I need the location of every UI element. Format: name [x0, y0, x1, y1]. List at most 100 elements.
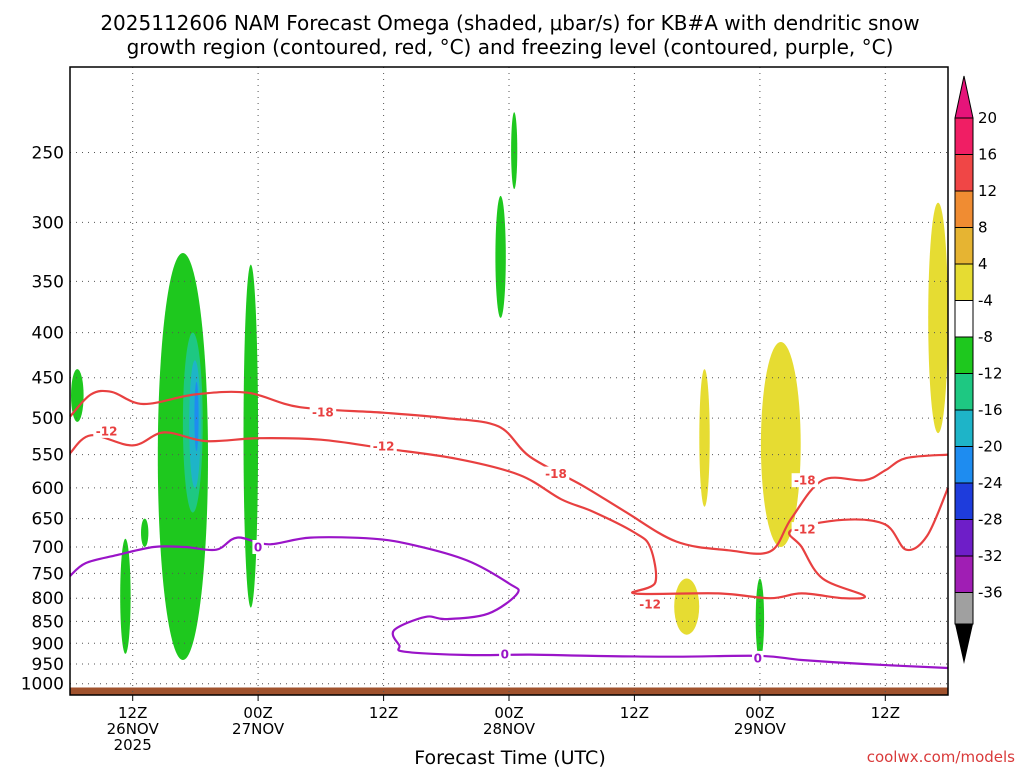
- contour-label-bg-12-1-3: [791, 522, 819, 537]
- y-tick-label-250: 250: [32, 144, 64, 164]
- omega-region-8-9: [511, 112, 518, 189]
- x-axis-title: Forecast Time (UTC): [414, 747, 605, 768]
- contour-label-bg-0-2-0: [252, 540, 264, 554]
- omega-region-8-2: [141, 518, 149, 547]
- colorbar-label-12: -12: [978, 365, 1003, 383]
- omega-region-8-7: [243, 264, 259, 608]
- x-tick-label-h6-0: 12Z: [118, 704, 147, 722]
- contour-line-0-2: [69, 536, 949, 670]
- colorbar-swatch-28: [954, 519, 974, 557]
- contour-label-bg-18-0-2: [791, 473, 819, 488]
- y-tick-label-650: 650: [32, 510, 64, 530]
- y-tick-label-350: 350: [32, 272, 64, 292]
- colorbar-label-16: 16: [978, 146, 997, 164]
- y-tick-label-400: 400: [32, 324, 64, 344]
- omega-region-4-14: [928, 202, 948, 434]
- x-tick-label-h6-1: 26NOV: [107, 720, 160, 738]
- colorbar-swatch-12: [954, 190, 974, 228]
- y-tick-label-300: 300: [32, 213, 64, 233]
- x-tick-label-h30-0: 12Z: [369, 704, 398, 722]
- colorbar-swatch-20: [954, 446, 974, 484]
- chart-title-line2: growth region (contoured, red, °C) and f…: [127, 35, 894, 59]
- x-tick-label-h18-0: 00Z: [243, 704, 272, 722]
- y-tick-label-800: 800: [32, 589, 64, 609]
- colorbar-swatch-8: [954, 227, 974, 265]
- colorbar-bottom-arrow: [955, 624, 973, 664]
- contour-label-bg-0-2-1: [499, 646, 511, 661]
- y-tick-label-950: 950: [32, 655, 64, 675]
- x-tick-label-h54-0: 12Z: [620, 704, 649, 722]
- x-tick-label-h18-1: 27NOV: [232, 720, 285, 738]
- contour-label-0-2-1: 0: [501, 647, 509, 661]
- colorbar-top-arrow: [954, 75, 974, 119]
- colorbar-swatch-8: [954, 336, 974, 374]
- colorbar-label-20: -20: [978, 438, 1003, 456]
- omega-region-4-13: [760, 342, 801, 547]
- colorbar-label-12: 12: [978, 182, 997, 200]
- colorbar-label-4: -4: [978, 292, 993, 310]
- y-tick-label-900: 900: [32, 634, 64, 654]
- y-tick-label-450: 450: [32, 369, 64, 389]
- y-tick-label-600: 600: [32, 479, 64, 499]
- contour-label-bg-12-1-1: [370, 439, 397, 454]
- contour-label-12-1-3: -12: [794, 523, 816, 537]
- contour-label-bg-12-1-0: [93, 423, 120, 438]
- colorbar-label-32: -32: [978, 547, 1003, 565]
- colorbar-label-4: 4: [978, 255, 988, 273]
- colorbar: 20 16 12 8 4 -4 -8 -12 -16 -20 -24 -28 -32 -36: [954, 75, 1003, 664]
- y-tick-label-1000: 1000: [21, 675, 64, 695]
- omega-region-8-0: [71, 369, 84, 422]
- colorbar-swatch-20: [954, 117, 974, 155]
- colorbar-label-36: -36: [978, 584, 1003, 602]
- omega-region-4-11: [699, 369, 710, 507]
- contour-label-bg-12-1-2: [636, 596, 664, 611]
- credit-text: coolwx.com/models: [867, 748, 1015, 766]
- contour-layer: -18 -18 -18 -12 -12 -12 -12 0 0 0: [69, 389, 950, 670]
- y-tick-label-700: 700: [32, 538, 64, 558]
- colorbar-swatch-4: [954, 300, 974, 338]
- colorbar-swatch-36: [954, 592, 974, 625]
- y-tick-label-550: 550: [32, 446, 64, 466]
- colorbar-swatch-24: [954, 482, 974, 520]
- contour-label-18-0-1: -18: [545, 467, 567, 481]
- colorbar-swatch-16: [954, 154, 974, 192]
- colorbar-label-8: 8: [978, 219, 988, 237]
- y-tick-label-500: 500: [32, 409, 64, 429]
- colorbar-label-20: 20: [978, 109, 997, 127]
- contour-label-0-2-2: 0: [754, 651, 762, 665]
- contour-label-bg-18-0-1: [542, 466, 570, 481]
- colorbar-label-16: -16: [978, 401, 1003, 419]
- omega-region-4-12: [674, 578, 700, 635]
- x-tick-label-h42-1: 28NOV: [483, 720, 536, 738]
- y-tick-label-850: 850: [32, 612, 64, 632]
- omega-shading-layer: [71, 112, 948, 660]
- x-tick-label-h78-0: 12Z: [871, 704, 900, 722]
- contour-label-bg-18-0-0: [309, 404, 337, 419]
- x-tick-label-h66-1: 29NOV: [734, 720, 787, 738]
- colorbar-swatch-32: [954, 555, 974, 593]
- contour-label-12-1-2: -12: [639, 597, 661, 611]
- x-tick-label-h6-2: 2025: [114, 736, 152, 754]
- colorbar-swatch-16: [954, 409, 974, 447]
- contour-label-18-0-0: -18: [312, 405, 334, 419]
- contour-label-12-1-1: -12: [373, 440, 395, 454]
- colorbar-swatch-12: [954, 373, 974, 411]
- contour-label-0-2-0: 0: [254, 541, 262, 555]
- chart-title-line1: 2025112606 NAM Forecast Omega (shaded, μ…: [100, 11, 919, 35]
- y-tick-label-750: 750: [32, 564, 64, 584]
- y-axis: 2503003504004505005506006507007508008509…: [21, 144, 64, 695]
- x-tick-label-h66-0: 00Z: [745, 704, 774, 722]
- omega-region-20-6: [194, 381, 199, 452]
- colorbar-label-8: -8: [978, 328, 993, 346]
- contour-label-18-0-2: -18: [794, 474, 816, 488]
- omega-region-8-8: [495, 195, 506, 318]
- grid-layer: [70, 67, 948, 695]
- contour-label-bg-0-2-2: [752, 650, 764, 665]
- contour-label-12-1-0: -12: [96, 424, 118, 438]
- colorbar-swatch-4: [954, 263, 974, 301]
- colorbar-label-24: -24: [978, 474, 1003, 492]
- omega-region-8-1: [120, 538, 131, 654]
- x-tick-label-h42-0: 00Z: [494, 704, 523, 722]
